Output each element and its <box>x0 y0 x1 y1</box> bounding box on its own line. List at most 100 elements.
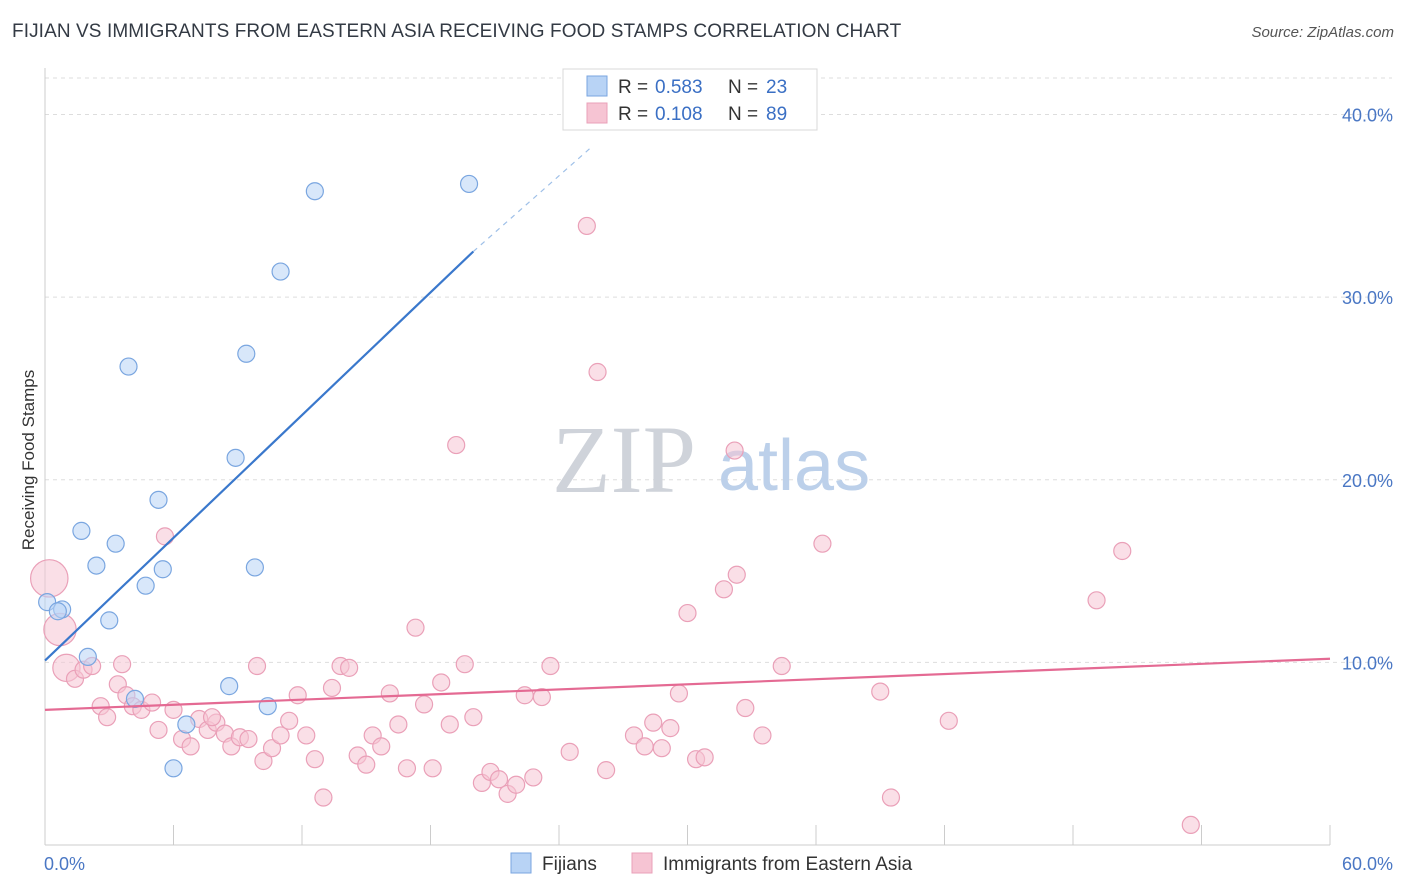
eastern-asia-point <box>813 534 832 553</box>
eastern-asia-point <box>112 655 132 674</box>
eastern-asia-point <box>254 751 273 771</box>
eastern-asia-point <box>524 768 543 787</box>
eastern-asia-point <box>661 719 680 738</box>
eastern-asia-point <box>455 655 474 674</box>
fijian-point <box>305 182 324 201</box>
fijian-point <box>226 448 245 467</box>
eastern-asia-point <box>507 775 526 794</box>
y-tick-label-30: 30.0% <box>1342 288 1393 308</box>
fijian-point <box>164 759 183 778</box>
legend-swatch-eastern-asia <box>631 852 653 874</box>
legend: Fijians Immigrants from Eastern Asia <box>510 852 913 875</box>
trend-lines <box>44 146 1331 711</box>
eastern-asia-point <box>772 656 791 676</box>
eastern-asia-point <box>652 739 671 758</box>
watermark-zip: ZIP <box>552 406 696 513</box>
stats-r-value-2: 0.108 <box>655 104 703 125</box>
x-tick-labels: 0.0% 60.0% <box>44 854 1393 874</box>
stats-r-label-1: R = <box>618 77 648 98</box>
stats-r-value-1: 0.583 <box>655 77 703 98</box>
y-tick-label-40: 40.0% <box>1342 106 1393 126</box>
eastern-asia-point <box>588 362 607 382</box>
eastern-asia-point <box>29 559 69 598</box>
eastern-asia-point <box>541 656 560 676</box>
fijian-point <box>459 174 479 194</box>
eastern-asia-point <box>727 565 746 584</box>
eastern-asia-point <box>1181 815 1200 835</box>
stats-n-label-2: N = <box>728 104 758 125</box>
eastern-asia-point <box>1087 591 1106 610</box>
eastern-asia-point <box>577 216 596 236</box>
eastern-asia-point <box>560 742 579 761</box>
eastern-asia-point <box>372 737 391 756</box>
fijian-point <box>106 534 125 553</box>
fijian-point <box>245 558 264 577</box>
fijian-point <box>125 689 145 709</box>
legend-swatch-fijians <box>510 852 532 874</box>
eastern-asia-point <box>736 698 755 718</box>
stats-n-value-1: 23 <box>766 77 787 98</box>
eastern-asia-point <box>644 713 663 732</box>
eastern-asia-point <box>714 580 734 599</box>
y-tick-labels: 10.0% 20.0% 30.0% 40.0% <box>1342 106 1393 674</box>
fijian-trend-line <box>44 250 475 662</box>
eastern-asia-point <box>871 682 890 701</box>
eastern-asia-point <box>939 711 958 730</box>
stats-r-label-2: R = <box>618 104 648 125</box>
y-tick-label-20: 20.0% <box>1342 471 1393 491</box>
source-label: Source: ZipAtlas.com <box>1251 24 1394 41</box>
fijian-point <box>136 576 155 595</box>
fijian-trend-extension <box>472 146 592 252</box>
eastern-asia-point <box>181 737 200 756</box>
eastern-asia-point <box>635 737 654 756</box>
eastern-asia-point <box>239 729 258 749</box>
grid-layer <box>45 77 1392 663</box>
eastern-asia-point <box>357 755 376 774</box>
stats-swatch-fijians <box>586 75 608 97</box>
stats-n-label-1: N = <box>728 77 758 98</box>
eastern-asia-point <box>423 759 442 778</box>
watermark: ZIP atlas <box>552 406 870 513</box>
fijian-point <box>271 262 290 281</box>
eastern-asia-point <box>322 678 342 698</box>
eastern-asia-point <box>389 715 408 734</box>
eastern-asia-point <box>288 686 307 705</box>
eastern-asia-point <box>98 708 117 727</box>
x-tick-label-max: 60.0% <box>1342 854 1393 874</box>
stats-swatch-eastern-asia <box>586 102 608 124</box>
fijian-point <box>149 490 168 509</box>
fijian-point <box>119 357 138 376</box>
y-tick-label-10: 10.0% <box>1342 653 1393 673</box>
x-tick-label-min: 0.0% <box>44 854 85 874</box>
eastern-asia-point <box>202 708 222 727</box>
eastern-asia-point <box>515 686 534 705</box>
watermark-atlas: atlas <box>718 426 870 506</box>
eastern-asia-point <box>414 695 434 714</box>
eastern-asia-point <box>149 720 168 740</box>
eastern-asia-trend-line <box>44 657 1331 711</box>
eastern-asia-point <box>280 711 299 730</box>
eastern-asia-point <box>464 708 483 727</box>
eastern-asia-point <box>271 726 290 745</box>
fijian-point <box>153 560 172 579</box>
eastern-asia-point <box>297 726 316 745</box>
eastern-asia-point <box>314 788 333 807</box>
eastern-asia-point <box>489 770 509 789</box>
legend-label-eastern-asia: Immigrants from Eastern Asia <box>663 854 913 875</box>
eastern-asia-points <box>29 216 1200 835</box>
fijian-point <box>78 647 97 667</box>
eastern-asia-point <box>380 684 399 703</box>
eastern-asia-point <box>447 435 466 455</box>
eastern-asia-point <box>247 656 267 676</box>
eastern-asia-point <box>725 441 744 460</box>
eastern-asia-point <box>624 726 644 745</box>
eastern-asia-point <box>669 684 689 703</box>
eastern-asia-point <box>678 603 697 623</box>
eastern-asia-point <box>695 748 714 767</box>
fijian-point <box>237 344 256 363</box>
eastern-asia-point <box>305 750 324 769</box>
fijian-point <box>87 556 106 575</box>
eastern-asia-point <box>155 527 175 546</box>
fijian-point <box>100 611 119 630</box>
